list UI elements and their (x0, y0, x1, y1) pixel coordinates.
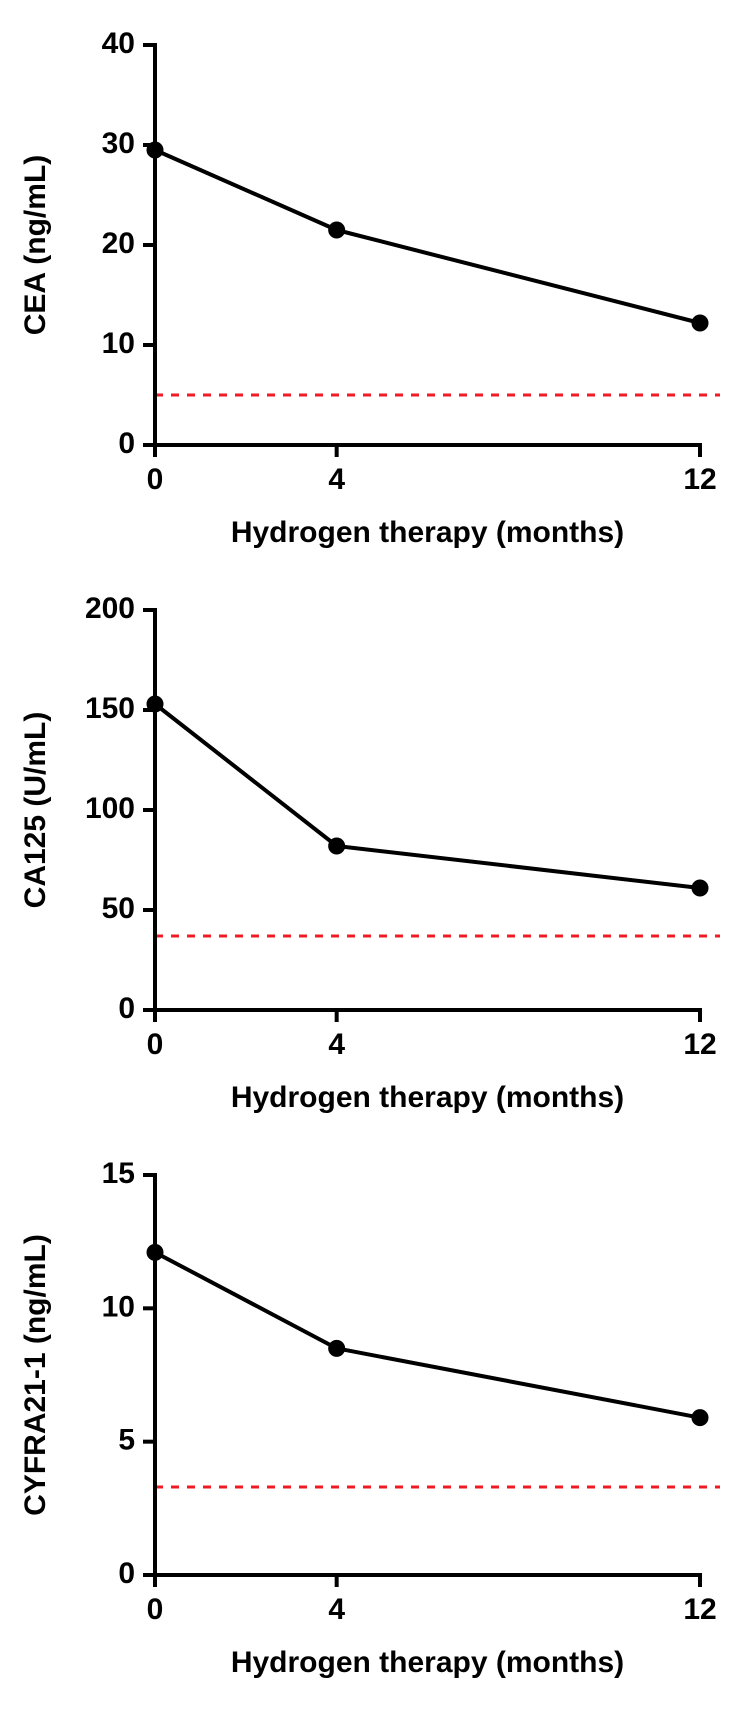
data-line (155, 150, 700, 323)
y-tick-label: 10 (102, 1290, 135, 1323)
x-tick-label: 0 (147, 1593, 164, 1626)
y-tick-label: 200 (85, 592, 135, 625)
y-axis-label: CA125 (U/mL) (19, 712, 52, 909)
x-tick-label: 4 (328, 1028, 345, 1061)
x-axis-label: Hydrogen therapy (months) (231, 1081, 624, 1114)
chart-panel-cyfra: 0 5 10 15 0 4 12 Hydrogen therapy (months) CYFRA… (10, 1150, 735, 1695)
data-line (155, 704, 700, 888)
y-tick-label: 5 (118, 1424, 135, 1457)
x-tick-label: 12 (683, 1593, 716, 1626)
y-tick-label: 10 (102, 327, 135, 360)
x-tick-label: 4 (328, 463, 345, 496)
y-axis-label: CYFRA21-1 (ng/mL) (19, 1234, 52, 1516)
chart-panel-cea: 0 10 20 30 40 0 4 12 Hydrogen therapy (months) CE… (10, 20, 735, 565)
chart-panel-ca125: 0 50 100 150 200 0 4 12 Hydrogen therapy (months… (10, 585, 735, 1130)
y-tick-label: 150 (85, 692, 135, 725)
data-point (329, 838, 345, 854)
x-axis-label: Hydrogen therapy (months) (231, 516, 624, 549)
y-tick-label: 20 (102, 227, 135, 260)
data-point (692, 1410, 708, 1426)
y-tick-label: 30 (102, 127, 135, 160)
y-tick-label: 40 (102, 27, 135, 60)
x-axis-label: Hydrogen therapy (months) (231, 1646, 624, 1679)
y-tick-label: 50 (102, 892, 135, 925)
data-line (155, 1252, 700, 1417)
y-tick-label: 0 (118, 992, 135, 1025)
data-point (692, 315, 708, 331)
data-point (329, 1340, 345, 1356)
x-tick-label: 4 (328, 1593, 345, 1626)
y-tick-label: 0 (118, 1557, 135, 1590)
y-axis-label: CEA (ng/mL) (19, 155, 52, 336)
x-tick-label: 0 (147, 463, 164, 496)
x-tick-label: 12 (683, 463, 716, 496)
x-tick-label: 0 (147, 1028, 164, 1061)
y-tick-label: 15 (102, 1157, 135, 1190)
y-tick-label: 100 (85, 792, 135, 825)
data-point (692, 880, 708, 896)
chart-stack: 0102030400412Hydrogen therapy (months)CE… (0, 0, 735, 1735)
x-tick-label: 12 (683, 1028, 716, 1061)
data-point (329, 222, 345, 238)
y-tick-label: 0 (118, 427, 135, 460)
